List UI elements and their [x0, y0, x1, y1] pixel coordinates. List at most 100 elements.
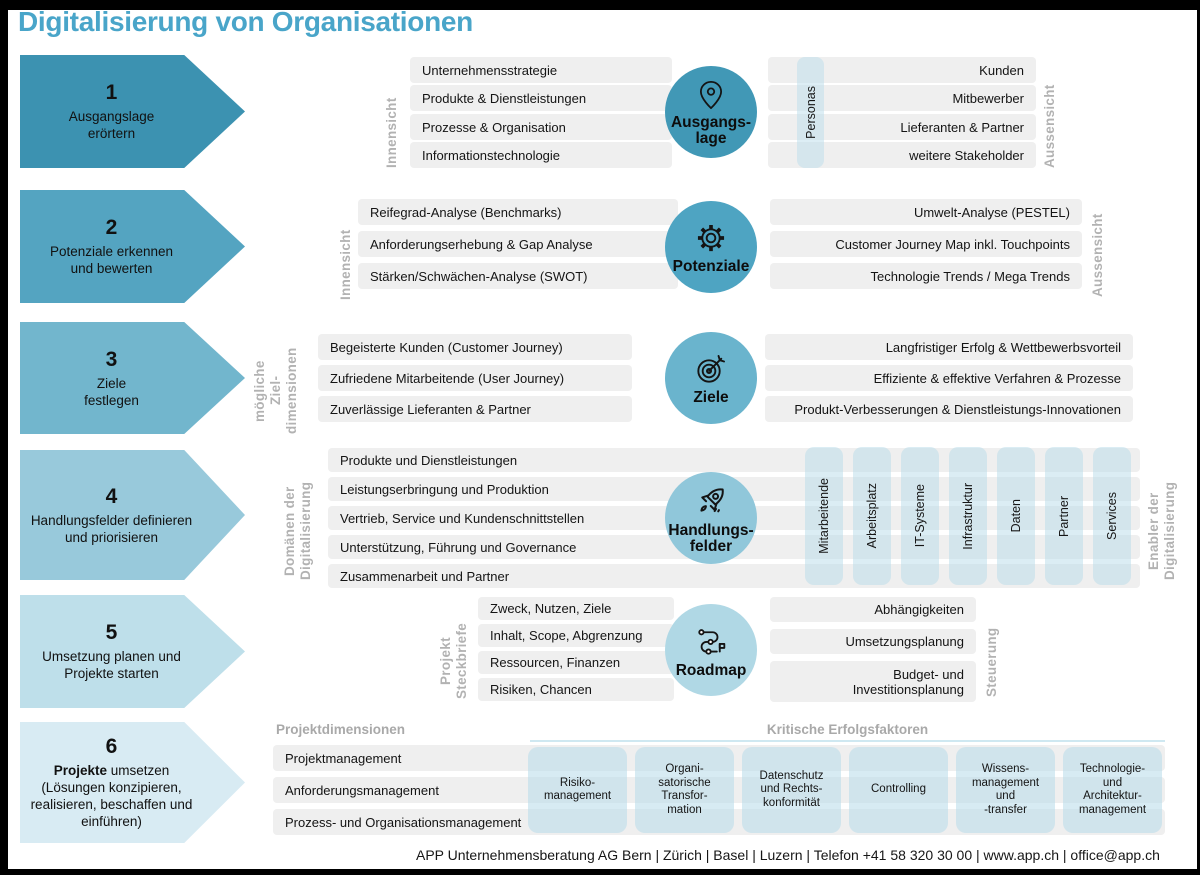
bar-item: Customer Journey Map inkl. Touchpoints: [770, 231, 1082, 257]
factor-box: Risiko- management: [528, 747, 627, 833]
axis-label-innensicht: Innensicht: [338, 229, 353, 300]
enabler-label: Mitarbeitende: [817, 478, 831, 554]
step-arrow-4: 4 Handlungsfelder definieren und prioris…: [20, 450, 245, 580]
location-pin-icon: [699, 80, 723, 109]
step-label: Projekte umsetzen (Lösungen konzipieren,…: [31, 762, 193, 830]
factor-box: Controlling: [849, 747, 948, 833]
axis-label-aussensicht: Aussensicht: [1042, 84, 1057, 168]
projektdimensionen-header: Projektdimensionen: [276, 722, 406, 737]
page-title: Digitalisierung von Organisationen: [18, 6, 473, 37]
bar-item: Ressourcen, Finanzen: [478, 651, 674, 674]
footer-contact: APP Unternehmensberatung AG Bern | Züric…: [416, 847, 1160, 863]
step-arrow-3: 3 Ziele festlegen: [20, 322, 245, 434]
step-label: Ziele festlegen: [84, 375, 139, 408]
stage-circle-potenziale: Potenziale: [665, 201, 757, 293]
bar-item: Lieferanten & Partner: [768, 114, 1036, 140]
step-number: 3: [105, 347, 118, 371]
route-icon: [698, 628, 726, 655]
enabler-column: Partner: [1045, 447, 1083, 585]
axis-label-aussensicht: Aussensicht: [1090, 213, 1105, 297]
enabler-label: IT-Systeme: [913, 484, 927, 548]
header-underline: [530, 740, 1165, 742]
enabler-label: Infrastruktur: [961, 482, 975, 550]
bar-item: weitere Stakeholder: [768, 142, 1036, 168]
axis-label-steckbriefe: Projekt Steckbriefe: [438, 622, 469, 699]
enabler-label: Arbeitsplatz: [865, 483, 879, 549]
axis-label-enabler: Enabler der Digitalisierung: [1146, 481, 1177, 580]
bar-item: Zweck, Nutzen, Ziele: [478, 597, 674, 620]
factor-box: Datenschutz und Rechts- konformität: [742, 747, 841, 833]
stage-label: Potenziale: [672, 257, 750, 275]
step-number: 1: [105, 81, 118, 104]
bar-item: Anforderungserhebung & Gap Analyse: [358, 231, 678, 257]
bar-item: Kunden: [768, 57, 1036, 83]
axis-label-innensicht: Innensicht: [384, 97, 399, 168]
enabler-column: IT-Systeme: [901, 447, 939, 585]
gear-icon: [697, 224, 725, 251]
stage-label: Ausgangs- lage: [670, 113, 752, 147]
bar-item: Effiziente & effektive Verfahren & Proze…: [765, 365, 1133, 391]
axis-label-domaenen: Domänen der Digitalisierung: [282, 481, 313, 580]
bar-item: Umsetzungsplanung: [770, 629, 976, 654]
enabler-column: Arbeitsplatz: [853, 447, 891, 585]
bar-item: Technologie Trends / Mega Trends: [770, 263, 1082, 289]
enabler-label: Partner: [1057, 495, 1071, 537]
bar-item: Zufriedene Mitarbeitende (User Journey): [318, 365, 632, 391]
stage-label: Handlungs- felder: [668, 521, 754, 555]
factor-box: Wissens- management und -transfer: [956, 747, 1055, 833]
enabler-column: Services: [1093, 447, 1131, 585]
bar-item: Zuverlässige Lieferanten & Partner: [318, 396, 632, 422]
step-label: Umsetzung planen und Projekte starten: [42, 649, 181, 681]
step-label-bold: Projekte: [53, 763, 107, 778]
frame-bottom: [0, 869, 1200, 875]
bar-item: Produkte & Dienstleistungen: [410, 85, 672, 111]
factor-box: Technologie- und Architektur- management: [1063, 747, 1162, 833]
enabler-column: Infrastruktur: [949, 447, 987, 585]
stage-circle-handlungsfelder: Handlungs- felder: [665, 472, 757, 564]
step-label: Potenziale erkennen und bewerten: [49, 244, 174, 276]
enabler-label: Daten: [1009, 499, 1023, 533]
frame-left: [0, 0, 8, 875]
step-arrow-5: 5 Umsetzung planen und Projekte starten: [20, 595, 245, 708]
axis-label-steuerung: Steuerung: [984, 627, 999, 697]
bar-item: Prozesse & Organisation: [410, 114, 672, 140]
target-icon: [697, 354, 726, 383]
bar-item: Abhängigkeiten: [770, 597, 976, 622]
step-arrow-1: 1 Ausgangslage erörtern: [20, 55, 245, 168]
frame-top: [0, 0, 1200, 10]
bar-item: Risiken, Chancen: [478, 678, 674, 701]
stage-circle-roadmap: Roadmap: [665, 604, 757, 696]
bar-item: Mitbewerber: [768, 85, 1036, 111]
bar-item: Begeisterte Kunden (Customer Journey): [318, 334, 632, 360]
bar-item: Unternehmensstrategie: [410, 57, 672, 83]
bar-item: Informationstechnologie: [410, 142, 672, 168]
bar-item: Langfristiger Erfolg & Wettbewerbsvortei…: [765, 334, 1133, 360]
step-label-rest: umsetzen (Lösungen konzipieren, realisie…: [30, 763, 193, 829]
step-number: 2: [105, 216, 118, 239]
stage-label: Roadmap: [675, 661, 747, 679]
axis-label-zieldimensionen: mögliche Ziel- dimensionen: [252, 347, 299, 434]
step-label: Handlungsfelder definieren und priorisie…: [30, 512, 193, 545]
stage-circle-ausgangslage: Ausgangs- lage: [665, 66, 757, 158]
bar-item: Umwelt-Analyse (PESTEL): [770, 199, 1082, 225]
bar-item: Inhalt, Scope, Abgrenzung: [478, 624, 674, 647]
step-number: 4: [105, 484, 118, 508]
enabler-column: Daten: [997, 447, 1035, 585]
enabler-column: Mitarbeitende: [805, 447, 843, 585]
erfolgsfaktoren-header: Kritische Erfolgsfaktoren: [766, 722, 929, 737]
stage-circle-ziele: Ziele: [665, 332, 757, 424]
step-arrow-6: 6 Projekte umsetzen (Lösungen konzipiere…: [20, 722, 245, 843]
frame-right: [1197, 0, 1200, 875]
band-label: Personas: [803, 86, 818, 139]
personas-band: Personas: [797, 57, 824, 168]
step-label: Ausgangslage erörtern: [68, 109, 155, 141]
step-number: 6: [105, 735, 118, 758]
step-arrow-2: 2 Potenziale erkennen und bewerten: [20, 190, 245, 303]
bar-item: Reifegrad-Analyse (Benchmarks): [358, 199, 678, 225]
stage-label: Ziele: [693, 388, 729, 406]
enabler-label: Services: [1105, 492, 1119, 540]
step-number: 5: [105, 621, 118, 644]
bar-item: Stärken/Schwächen-Analyse (SWOT): [358, 263, 678, 289]
bar-item: Produkt-Verbesserungen & Dienstleistungs…: [765, 396, 1133, 422]
